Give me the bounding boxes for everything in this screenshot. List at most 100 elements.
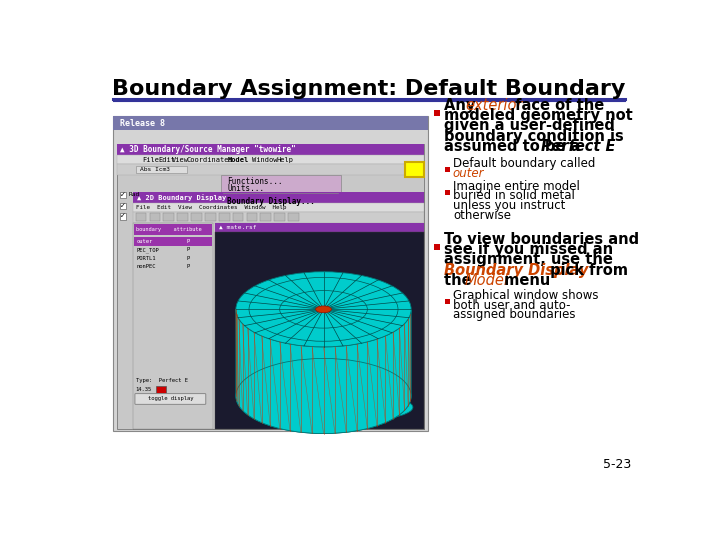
Text: Type:  Perfect E: Type: Perfect E — [135, 378, 188, 383]
FancyBboxPatch shape — [135, 213, 146, 221]
Text: P: P — [186, 239, 190, 244]
FancyBboxPatch shape — [405, 162, 423, 177]
Text: Units...: Units... — [228, 184, 264, 193]
FancyBboxPatch shape — [215, 232, 423, 429]
FancyBboxPatch shape — [113, 117, 428, 130]
FancyBboxPatch shape — [274, 213, 285, 221]
Text: ✓: ✓ — [120, 213, 125, 219]
FancyBboxPatch shape — [134, 224, 212, 235]
Text: assignment, use the: assignment, use the — [444, 252, 613, 267]
FancyBboxPatch shape — [215, 222, 423, 232]
FancyBboxPatch shape — [117, 164, 423, 175]
Text: File: File — [143, 157, 160, 163]
Text: pick from: pick from — [544, 263, 628, 278]
Text: PORTL1: PORTL1 — [137, 256, 156, 261]
Text: P: P — [186, 265, 190, 269]
Text: outer: outer — [137, 239, 153, 244]
FancyBboxPatch shape — [137, 166, 186, 173]
Text: 14.35: 14.35 — [135, 387, 152, 392]
FancyBboxPatch shape — [288, 213, 299, 221]
Text: Any: Any — [444, 98, 480, 112]
Text: Window: Window — [252, 157, 277, 163]
Text: menu: menu — [499, 273, 550, 288]
Text: Rad: Rad — [129, 192, 140, 197]
FancyBboxPatch shape — [156, 386, 166, 393]
Text: outer: outer — [453, 166, 485, 180]
Text: Edit: Edit — [158, 157, 175, 163]
Text: Boundary Display: Boundary Display — [444, 263, 588, 278]
FancyBboxPatch shape — [233, 213, 243, 221]
Ellipse shape — [236, 272, 411, 347]
Text: Model: Model — [228, 157, 248, 163]
FancyBboxPatch shape — [246, 213, 257, 221]
FancyBboxPatch shape — [445, 299, 450, 304]
Text: Functions...: Functions... — [228, 177, 283, 186]
Polygon shape — [236, 309, 411, 434]
Text: Coordinates: Coordinates — [186, 157, 233, 163]
Text: Perfect E: Perfect E — [541, 139, 615, 154]
FancyBboxPatch shape — [434, 110, 440, 116]
FancyBboxPatch shape — [132, 192, 423, 202]
Text: P: P — [186, 256, 190, 261]
FancyBboxPatch shape — [120, 213, 126, 220]
Text: see if you missed an: see if you missed an — [444, 242, 613, 257]
FancyBboxPatch shape — [132, 192, 423, 429]
FancyBboxPatch shape — [134, 237, 212, 246]
FancyBboxPatch shape — [191, 213, 202, 221]
Text: modeled geometry not: modeled geometry not — [444, 108, 632, 123]
Text: Default boundary called: Default boundary called — [453, 157, 595, 170]
Text: assumed to be a: assumed to be a — [444, 139, 585, 154]
Text: toggle display: toggle display — [148, 396, 193, 401]
FancyBboxPatch shape — [434, 244, 440, 249]
Text: given a user-defined: given a user-defined — [444, 118, 615, 133]
Text: face of the: face of the — [510, 98, 604, 112]
Text: otherwise: otherwise — [453, 209, 511, 222]
Text: assigned boundaries: assigned boundaries — [453, 308, 575, 321]
Text: To view boundaries and: To view boundaries and — [444, 232, 639, 247]
Text: ▲ 2D Boundary Display: ▲ 2D Boundary Display — [138, 194, 227, 201]
FancyBboxPatch shape — [117, 144, 423, 155]
Text: Imagine entire model: Imagine entire model — [453, 180, 580, 193]
FancyBboxPatch shape — [219, 213, 230, 221]
Text: 5-23: 5-23 — [603, 458, 631, 471]
Ellipse shape — [252, 392, 413, 423]
FancyBboxPatch shape — [117, 155, 423, 164]
FancyBboxPatch shape — [261, 213, 271, 221]
FancyBboxPatch shape — [205, 213, 216, 221]
Text: ▲ mate.rsf: ▲ mate.rsf — [219, 225, 256, 230]
Ellipse shape — [236, 359, 411, 434]
Text: P: P — [186, 247, 190, 253]
Text: Help: Help — [276, 157, 294, 163]
FancyBboxPatch shape — [132, 222, 213, 429]
Text: PEC_TOP: PEC_TOP — [137, 247, 159, 253]
FancyBboxPatch shape — [445, 167, 450, 172]
Text: Boundary Display...: Boundary Display... — [228, 197, 315, 206]
FancyBboxPatch shape — [135, 394, 206, 404]
Text: ✓: ✓ — [120, 202, 125, 209]
Text: the: the — [444, 273, 477, 288]
FancyBboxPatch shape — [117, 144, 423, 429]
Text: boundary    attribute: boundary attribute — [137, 227, 202, 232]
Text: Abs Icm3: Abs Icm3 — [140, 167, 171, 172]
FancyBboxPatch shape — [120, 202, 126, 209]
Text: Boundary Assignment: Default Boundary: Boundary Assignment: Default Boundary — [112, 79, 626, 99]
Ellipse shape — [315, 306, 331, 313]
FancyBboxPatch shape — [132, 212, 423, 222]
FancyBboxPatch shape — [221, 175, 341, 213]
Text: File  Edit  View  Coordinates  Window  Help: File Edit View Coordinates Window Help — [137, 205, 287, 210]
FancyBboxPatch shape — [132, 202, 423, 212]
Text: Model: Model — [464, 273, 508, 288]
FancyBboxPatch shape — [120, 192, 126, 198]
FancyBboxPatch shape — [222, 195, 339, 207]
Text: Graphical window shows: Graphical window shows — [453, 289, 598, 302]
Text: Release 8: Release 8 — [120, 119, 164, 128]
FancyBboxPatch shape — [150, 213, 161, 221]
Text: both user and auto-: both user and auto- — [453, 299, 570, 312]
FancyBboxPatch shape — [177, 213, 188, 221]
Text: View: View — [172, 157, 189, 163]
Text: boundary condition is: boundary condition is — [444, 129, 624, 144]
FancyBboxPatch shape — [113, 117, 428, 430]
FancyBboxPatch shape — [163, 213, 174, 221]
Text: ✓: ✓ — [120, 192, 125, 198]
Text: exterior: exterior — [465, 98, 523, 112]
